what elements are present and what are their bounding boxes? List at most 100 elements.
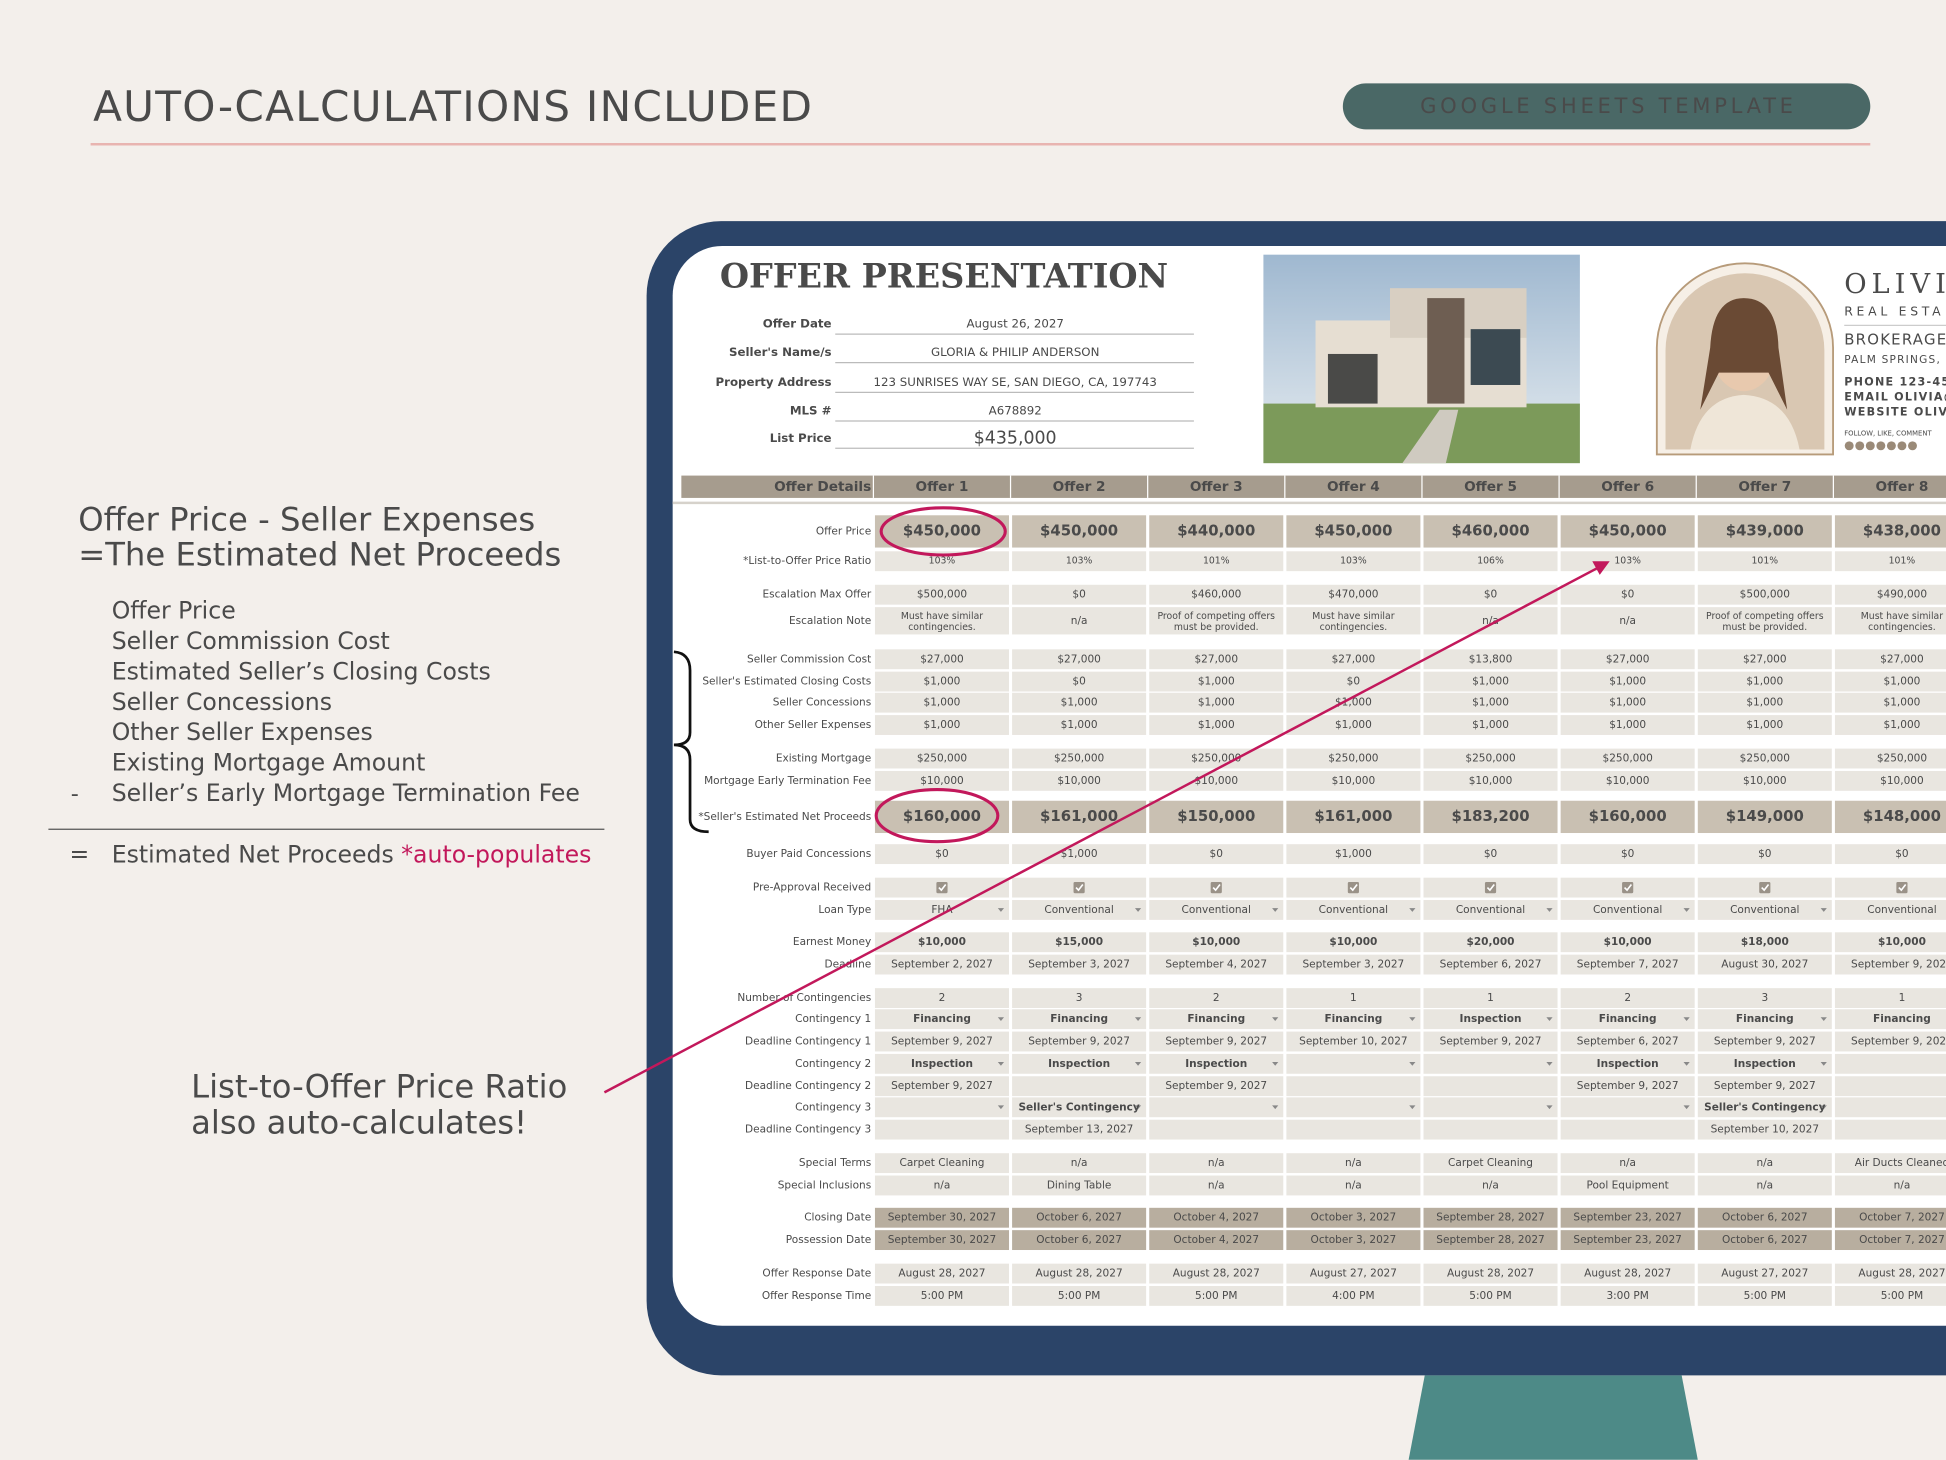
arrow-head bbox=[1592, 561, 1610, 575]
cell-value: September 6, 2027 bbox=[1577, 1036, 1679, 1048]
dropdown-arrow bbox=[1546, 1105, 1553, 1110]
cell-value: September 23, 2027 bbox=[1573, 1212, 1681, 1224]
cell-value: 5:00 PM bbox=[1058, 1290, 1100, 1302]
callout: also auto-calculates! bbox=[191, 1104, 527, 1142]
cell bbox=[1560, 1286, 1695, 1306]
agent-city: PALM SPRINGS, C bbox=[1844, 354, 1946, 366]
expense-item: Offer Price bbox=[112, 597, 236, 625]
cell bbox=[874, 1286, 1009, 1306]
cell bbox=[1149, 1097, 1284, 1118]
cell-value: $27,000 bbox=[1606, 653, 1650, 665]
cell-value: $0 bbox=[1758, 848, 1771, 860]
cell-value: 5:00 PM bbox=[1469, 1290, 1511, 1302]
cell bbox=[1286, 800, 1421, 834]
cell bbox=[1423, 900, 1558, 920]
cell bbox=[1423, 551, 1558, 572]
social-icon bbox=[1844, 441, 1854, 451]
cell bbox=[1286, 1053, 1421, 1074]
cell-value: September 9, 2027 bbox=[1577, 1080, 1679, 1092]
cell-value: September 9, 2027 bbox=[1851, 1036, 1946, 1048]
cell-value: n/a bbox=[1345, 1157, 1362, 1169]
minus-sign: - bbox=[71, 781, 79, 807]
cell bbox=[1012, 1009, 1147, 1030]
cell bbox=[1423, 1207, 1558, 1228]
dropdown-arrow bbox=[1683, 908, 1690, 912]
cell bbox=[1834, 844, 1946, 865]
cell bbox=[1834, 1076, 1946, 1097]
cell bbox=[1012, 1207, 1147, 1228]
cell bbox=[1286, 1009, 1421, 1030]
social-icon bbox=[1865, 441, 1875, 451]
cell bbox=[1149, 715, 1284, 735]
cell-value: 5:00 PM bbox=[1881, 1290, 1923, 1302]
cell-value: FHA bbox=[931, 904, 953, 916]
cell-value: $1,000 bbox=[1335, 697, 1372, 709]
cell bbox=[1423, 1153, 1558, 1174]
cell-value: $1,000 bbox=[1884, 676, 1921, 688]
cell-value: 103% bbox=[1340, 556, 1367, 567]
cell bbox=[1012, 770, 1147, 791]
cell bbox=[1286, 1153, 1421, 1174]
column-header: Offer 8 bbox=[1876, 479, 1929, 495]
cell bbox=[1423, 988, 1558, 1008]
cell-value: $27,000 bbox=[1743, 653, 1787, 665]
cell bbox=[1012, 1286, 1147, 1306]
cell bbox=[1286, 515, 1421, 548]
cell-value: $250,000 bbox=[1054, 753, 1104, 765]
cell-value: September 9, 2027 bbox=[1714, 1080, 1816, 1092]
cell-value: September 9, 2027 bbox=[1165, 1080, 1267, 1092]
cell bbox=[1149, 932, 1284, 953]
field-value: August 26, 2027 bbox=[966, 317, 1063, 331]
cell-value: $1,000 bbox=[1472, 697, 1509, 709]
cell-value: $1,000 bbox=[1198, 719, 1235, 731]
dropdown-arrow bbox=[1820, 1061, 1827, 1066]
cell-value: $1,000 bbox=[1746, 719, 1783, 731]
expense-item: Seller’s Early Mortgage Termination Fee bbox=[112, 779, 580, 807]
social-icon bbox=[1897, 441, 1907, 451]
cell-value: $10,000 bbox=[1332, 775, 1376, 787]
dropdown-arrow bbox=[1409, 908, 1416, 912]
dropdown-arrow bbox=[997, 1017, 1005, 1022]
field-value: A678892 bbox=[989, 404, 1042, 418]
cell-value: September 9, 2027 bbox=[891, 1080, 993, 1092]
cell-value: $10,000 bbox=[1329, 936, 1377, 948]
cell bbox=[1012, 715, 1147, 735]
field-label: List Price bbox=[770, 431, 832, 445]
cell-value: Inspection bbox=[1460, 1013, 1522, 1025]
cell-value: October 6, 2027 bbox=[1036, 1234, 1122, 1246]
social-icon bbox=[1886, 441, 1896, 451]
cell-value: October 4, 2027 bbox=[1173, 1212, 1259, 1224]
cell bbox=[1834, 551, 1946, 572]
cell bbox=[1834, 877, 1946, 898]
checkbox bbox=[1896, 882, 1908, 894]
checkbox bbox=[1210, 882, 1222, 894]
cell-value: $150,000 bbox=[1177, 807, 1255, 825]
cell-value: $1,000 bbox=[1609, 697, 1646, 709]
cell bbox=[874, 988, 1009, 1008]
field-label: Seller's Name/s bbox=[729, 345, 831, 359]
cell bbox=[1697, 1207, 1832, 1228]
row-label: *List-to-Offer Price Ratio bbox=[743, 555, 871, 567]
cell bbox=[1012, 1031, 1147, 1052]
cell bbox=[1149, 1053, 1284, 1074]
cell-value: $439,000 bbox=[1726, 521, 1804, 539]
cell-value: September 28, 2027 bbox=[1436, 1234, 1544, 1246]
dropdown-arrow bbox=[1820, 908, 1827, 912]
column-header: Offer 6 bbox=[1601, 479, 1654, 495]
cell-value: $10,000 bbox=[920, 775, 964, 787]
cell bbox=[1149, 692, 1284, 713]
cell bbox=[1560, 932, 1695, 953]
cell-value: n/a bbox=[1756, 1179, 1773, 1191]
cell-value: Financing bbox=[1187, 1013, 1245, 1025]
cell bbox=[1834, 988, 1946, 1008]
cell-value: n/a bbox=[1482, 1179, 1499, 1191]
cell-value: $0 bbox=[1210, 848, 1223, 860]
cell bbox=[874, 1207, 1009, 1228]
cell bbox=[1697, 649, 1832, 670]
cell-value: September 3, 2027 bbox=[1303, 959, 1405, 971]
cell bbox=[1560, 748, 1695, 769]
cell bbox=[874, 1263, 1009, 1284]
cell bbox=[1012, 1175, 1147, 1196]
cell bbox=[1012, 607, 1147, 635]
cell bbox=[1286, 988, 1421, 1008]
